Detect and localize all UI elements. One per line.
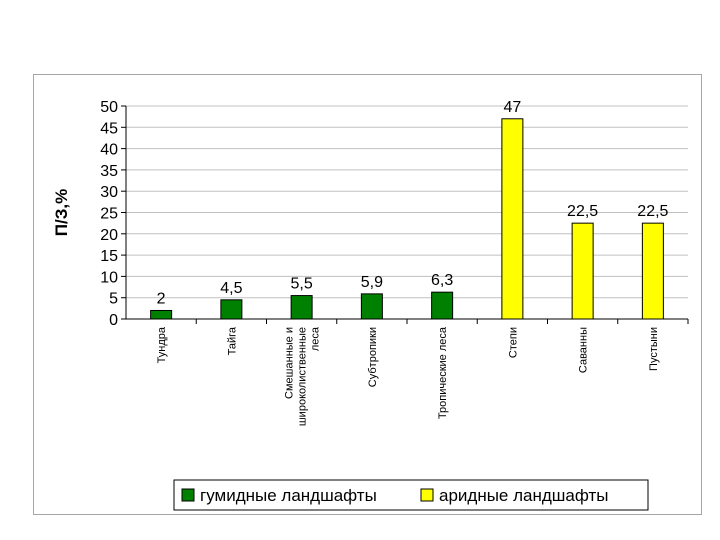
y-tick-label: 5 — [109, 291, 118, 308]
y-tick-label: 25 — [100, 206, 118, 223]
bar — [150, 309, 173, 320]
legend-swatch — [420, 488, 434, 502]
legend-box — [173, 479, 649, 511]
y-tick-label: 20 — [100, 227, 118, 244]
legend-swatch — [181, 488, 195, 502]
category-label: Тропические леса — [437, 326, 449, 419]
data-label: 47 — [503, 99, 521, 116]
data-label: 5,9 — [361, 274, 383, 291]
bar — [641, 222, 664, 320]
y-tick-label: 30 — [100, 184, 118, 201]
y-tick-label: 10 — [100, 269, 118, 286]
y-tick-label: 35 — [100, 163, 118, 180]
category-label: Смешанные и — [284, 327, 296, 399]
category-label: леса — [310, 326, 322, 351]
category-label: широколиственные — [297, 327, 309, 426]
category-label: Саванны — [578, 327, 590, 373]
bar — [360, 293, 383, 320]
y-tick-label: 40 — [100, 142, 118, 159]
bar-chart: 0 5 10 15 20 25 30 35 40 45 50 П/З,% 2 Тундра 4,5 Тайга… — [52, 99, 689, 511]
data-label: 6,3 — [431, 272, 453, 289]
category-label: Степи — [507, 327, 519, 358]
bar — [290, 295, 313, 320]
data-label: 22,5 — [567, 203, 598, 220]
bar — [501, 118, 524, 320]
category-label: Тайга — [226, 326, 238, 355]
legend-label: аридные ландшафты — [439, 486, 609, 505]
data-label: 5,5 — [291, 276, 313, 293]
data-label: 22,5 — [637, 203, 668, 220]
category-label: Субтропики — [367, 327, 379, 387]
chart-frame: 0 5 10 15 20 25 30 35 40 45 50 П/З,% 2 Тундра 4,5 Тайга… — [33, 74, 702, 515]
y-tick-label: 50 — [100, 99, 118, 116]
bar — [220, 299, 243, 320]
data-label: 2 — [157, 290, 166, 307]
bar — [431, 291, 454, 320]
legend-label: гумидные ландшафты — [200, 486, 377, 505]
category-label: Пустыни — [648, 327, 660, 371]
y-axis-label: П/З,% — [52, 189, 71, 236]
category-label: Тундра — [156, 326, 168, 363]
bar — [571, 222, 594, 320]
y-tick-label: 15 — [100, 248, 118, 265]
y-tick-label: 0 — [109, 312, 118, 329]
data-label: 4,5 — [220, 280, 242, 297]
y-tick-label: 45 — [100, 120, 118, 137]
